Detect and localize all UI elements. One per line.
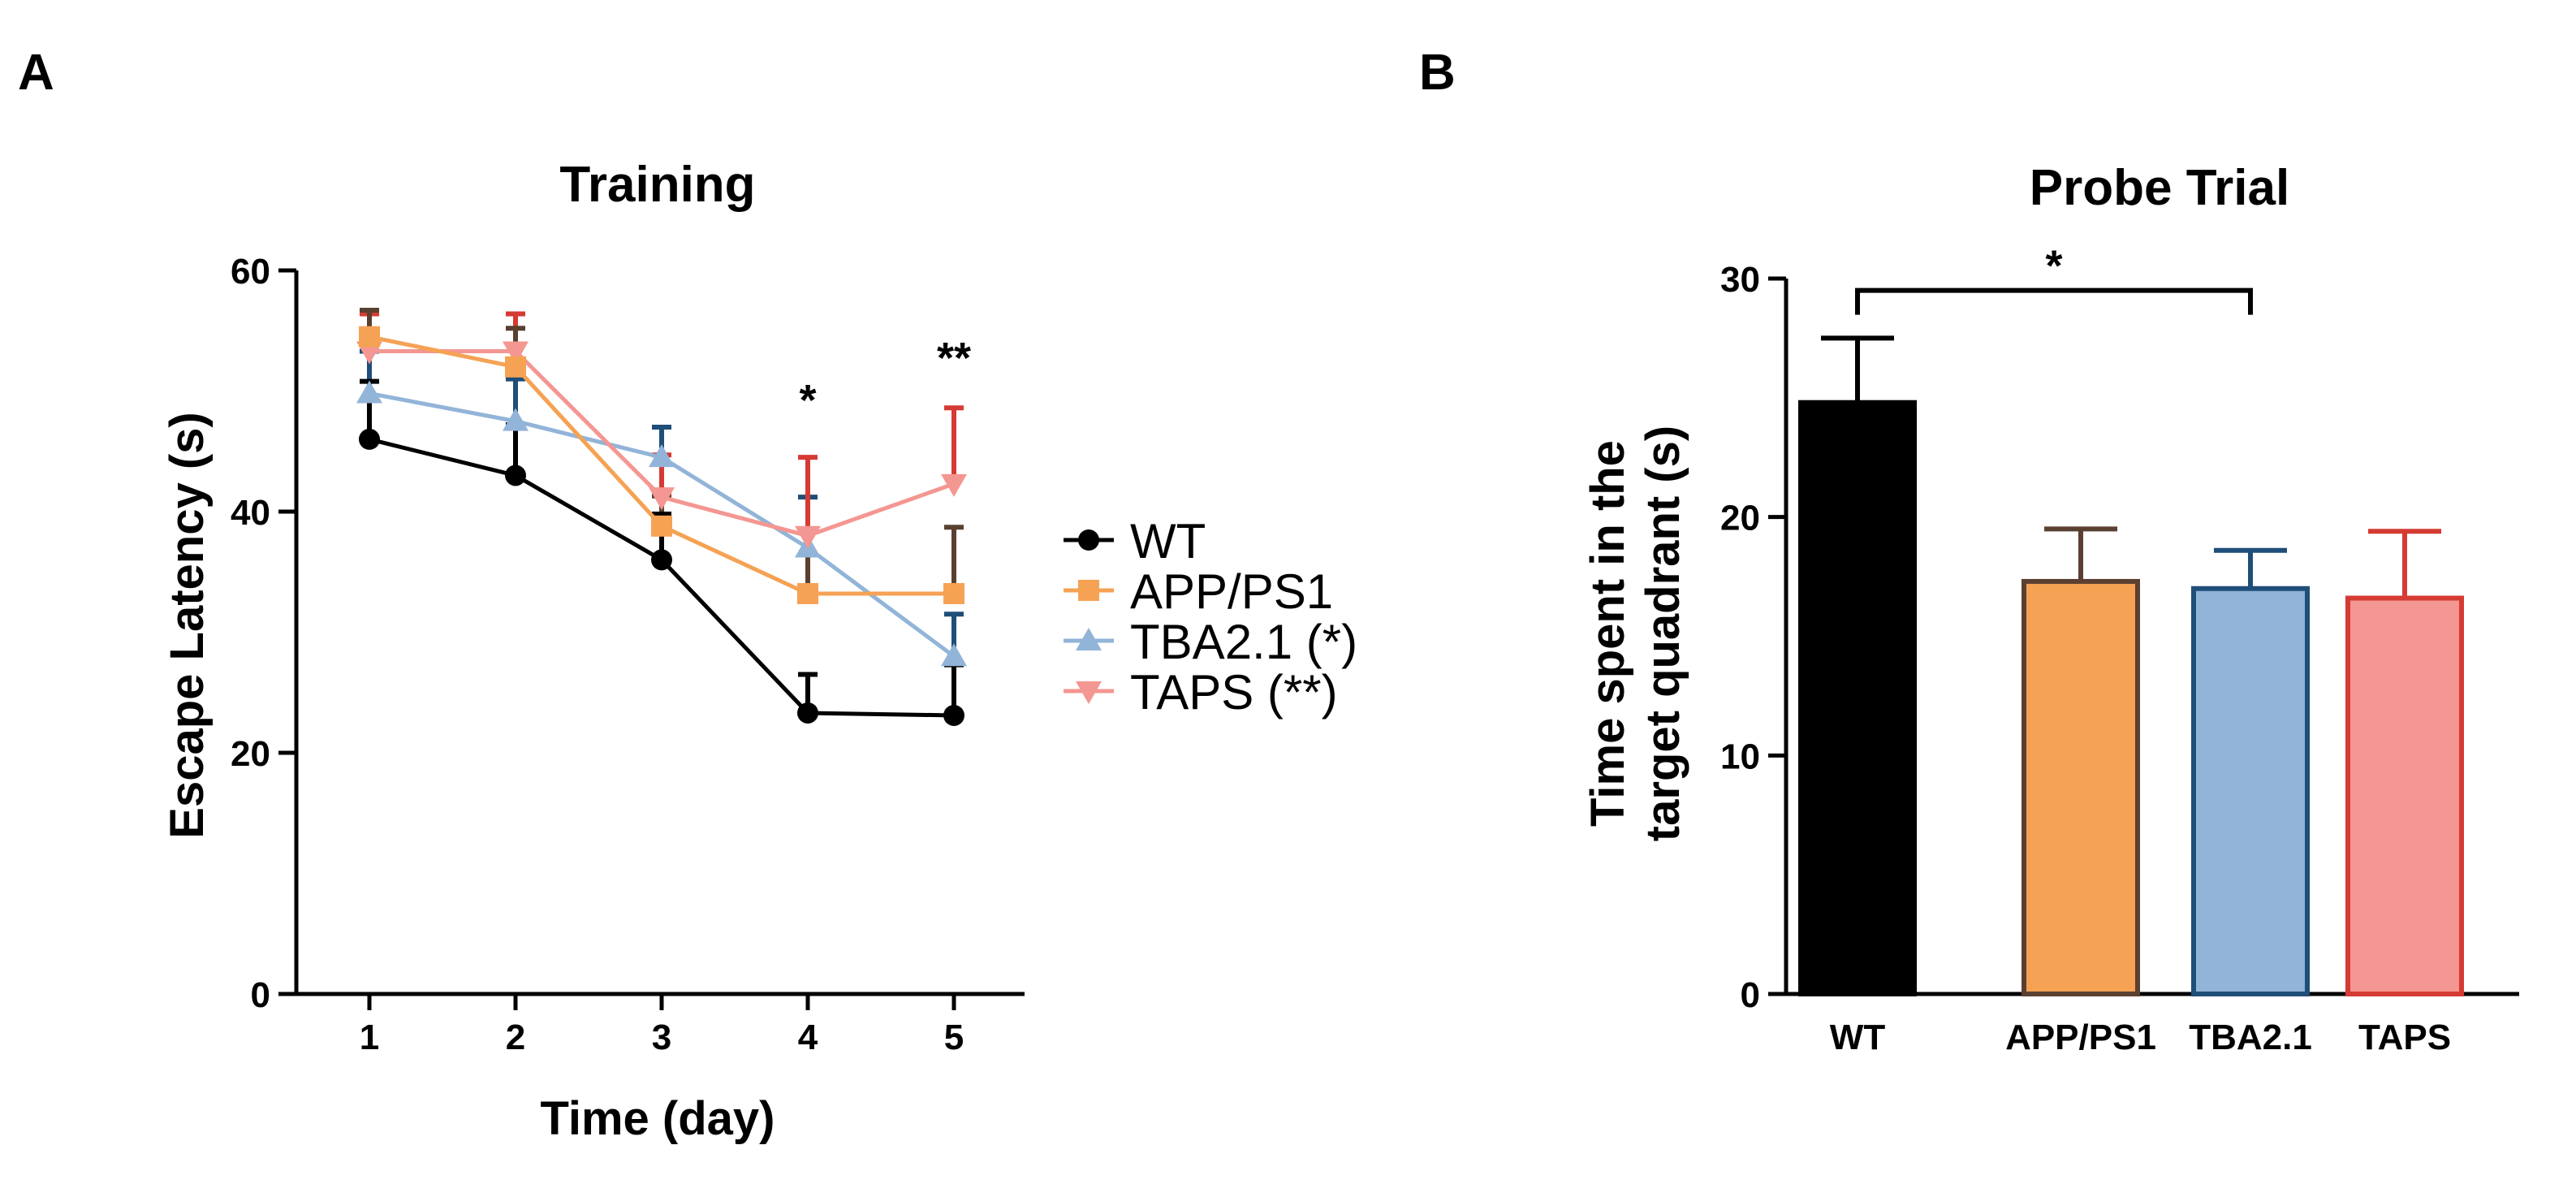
training-point-app-ps1 [651, 515, 672, 537]
training-x-tick-label: 5 [944, 1018, 964, 1057]
probe-trial-bar-chart: Probe Trial Time spent in the target qua… [1581, 160, 2519, 1057]
probe-bar-wt [1798, 400, 1917, 996]
training-y-tick-label: 20 [231, 734, 270, 774]
training-point-tba2-1 [941, 643, 967, 667]
training-point-tba2-1 [356, 380, 382, 404]
probe-y-tick-label: 0 [1741, 975, 1760, 1015]
probe-y-label-line1: Time spent in the [1581, 440, 1634, 827]
legend-label-wt: WT [1130, 514, 1206, 568]
panel-b-label: B [1419, 45, 1456, 101]
training-point-app-ps1 [797, 582, 818, 604]
probe-y-tick-label: 30 [1720, 260, 1760, 300]
probe-significance-bracket [1855, 287, 2253, 315]
legend-marker-tba2-1 [1076, 628, 1102, 650]
training-significance-annotation: * [799, 376, 816, 425]
legend-marker-wt [1078, 529, 1099, 551]
probe-y-tick-label: 10 [1720, 737, 1760, 776]
legend-label-taps: TAPS (**) [1130, 665, 1338, 719]
training-point-wt [797, 702, 818, 724]
training-point-app-ps1 [505, 356, 526, 378]
probe-y-tick-label: 20 [1720, 499, 1760, 538]
training-point-wt [505, 465, 526, 486]
legend-label-app-ps1: APP/PS1 [1130, 564, 1333, 619]
training-x-tick-label: 3 [652, 1018, 671, 1057]
training-point-taps [795, 525, 821, 549]
probe-bar-tba2-1 [2191, 586, 2310, 996]
training-significance-annotation: ** [937, 334, 971, 382]
training-line-chart: Training Time (day) Escape Latency (s) 0… [161, 157, 1357, 1145]
training-y-tick-label: 40 [231, 493, 270, 533]
panel-a-label: A [18, 45, 54, 101]
legend-marker-app-ps1 [1078, 580, 1099, 601]
training-x-tick-label: 2 [506, 1018, 525, 1057]
training-y-tick-label: 0 [251, 975, 270, 1015]
probe-title: Probe Trial [2030, 160, 2289, 216]
probe-x-tick-label: WT [1830, 1018, 1886, 1057]
training-title: Training [559, 157, 755, 213]
training-point-wt [359, 428, 380, 450]
training-y-tick-label: 60 [231, 252, 270, 292]
training-point-tba2-1 [649, 444, 675, 468]
training-x-tick-label: 4 [798, 1018, 818, 1057]
training-point-taps [941, 473, 967, 497]
training-y-label: Escape Latency (s) [161, 412, 214, 838]
probe-bar-taps [2345, 595, 2464, 996]
probe-significance-star: * [2045, 242, 2062, 291]
probe-x-tick-label: TBA2.1 [2189, 1018, 2312, 1057]
training-point-taps [503, 341, 529, 365]
training-point-tba2-1 [503, 408, 529, 431]
probe-x-tick-label: TAPS [2358, 1018, 2451, 1057]
training-point-app-ps1 [943, 582, 964, 604]
training-point-wt [651, 549, 672, 571]
training-point-app-ps1 [359, 326, 380, 348]
legend-marker-taps [1076, 681, 1102, 704]
legend-label-tba2-1: TBA2.1 (*) [1130, 615, 1357, 669]
training-x-label: Time (day) [540, 1092, 775, 1145]
probe-bar-app-ps1 [2022, 578, 2140, 996]
training-point-taps [649, 487, 675, 511]
training-x-tick-label: 1 [360, 1018, 379, 1057]
probe-y-label-line2: target quadrant (s) [1637, 426, 1689, 841]
training-point-wt [943, 704, 964, 726]
probe-x-tick-label: APP/PS1 [2005, 1018, 2156, 1057]
